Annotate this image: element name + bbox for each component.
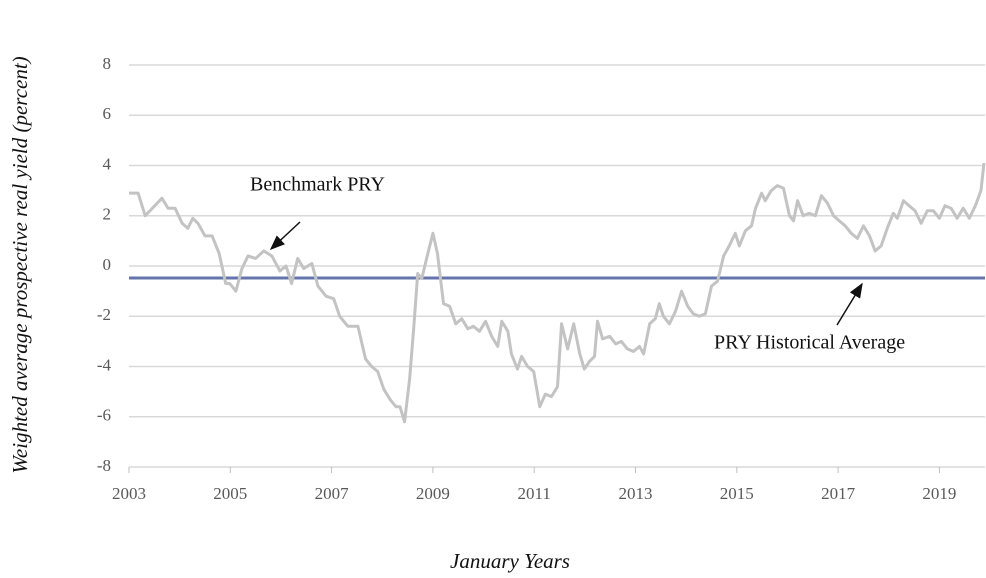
y-tick-label: 6 [103, 104, 112, 123]
x-axis-title: January Years [450, 549, 570, 573]
y-tick-label: -8 [97, 456, 111, 475]
y-tick-label: 0 [103, 255, 112, 274]
x-tick-label: 2003 [112, 484, 146, 503]
y-tick-label: 2 [103, 205, 112, 224]
x-tick-label: 2009 [416, 484, 450, 503]
y-axis-title: Weighted average prospective real yield … [8, 56, 32, 473]
y-tick-label: -6 [97, 406, 111, 425]
x-tick-label: 2005 [213, 484, 247, 503]
x-tick-label: 2013 [619, 484, 653, 503]
x-tick-label: 2011 [518, 484, 551, 503]
y-tick-label: -4 [97, 355, 112, 374]
annotation-arrow [836, 282, 863, 326]
x-tick-label: 2015 [720, 484, 754, 503]
x-tick-label: 2019 [922, 484, 956, 503]
reference-annotation: PRY Historical Average [714, 332, 905, 354]
annotation-arrow [269, 221, 301, 251]
x-tick-label: 2007 [315, 484, 350, 503]
x-tick-label: 2017 [821, 484, 856, 503]
series-annotation: Benchmark PRY [250, 174, 385, 196]
y-tick-label: -2 [97, 305, 111, 324]
data-line [129, 162, 986, 424]
y-tick-label: 8 [103, 54, 112, 73]
y-tick-label: 4 [103, 154, 112, 173]
